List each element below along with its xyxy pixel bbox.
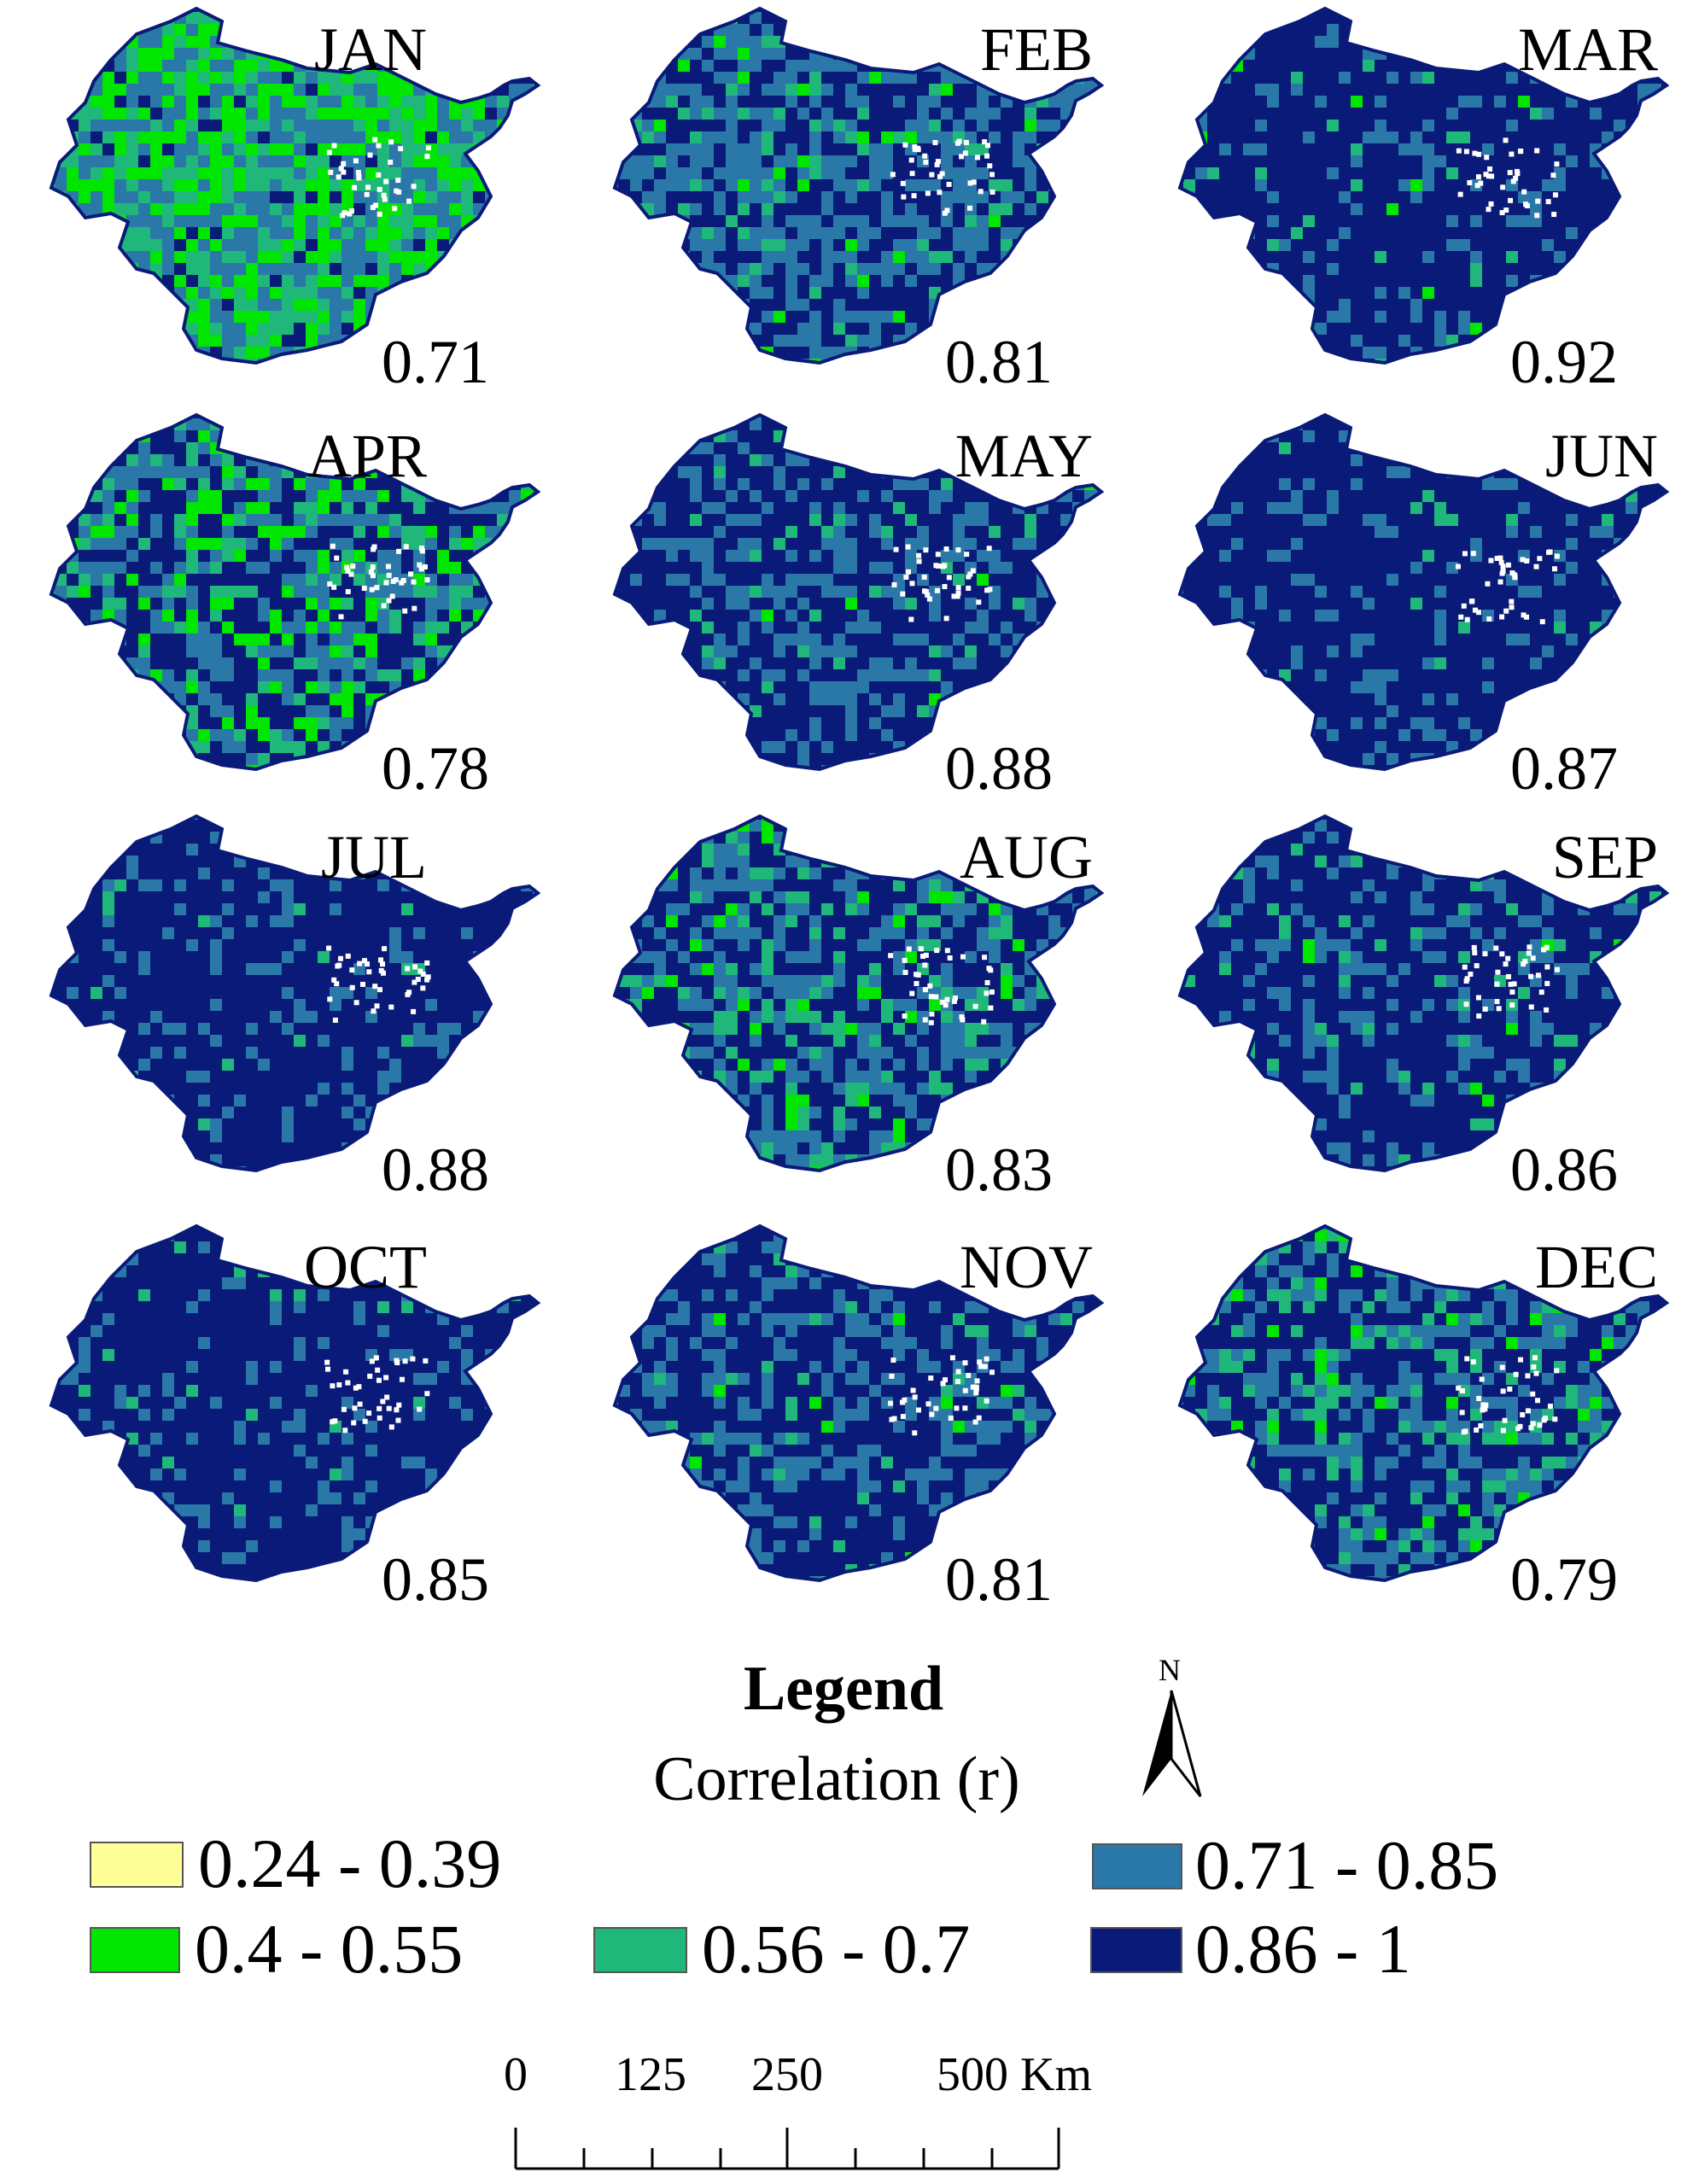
map-panel-sep: SEP 0.86 [1178,815,1668,1204]
correlation-value: 0.78 [382,734,489,803]
correlation-value: 0.71 [382,328,489,396]
correlation-value: 0.81 [945,328,1053,396]
correlation-value: 0.88 [945,734,1053,803]
scale-label-500: 500 Km [937,2048,1092,2101]
month-label: APR [307,422,427,490]
map-panel-dec: DEC 0.79 [1178,1224,1668,1614]
month-label: AUG [960,823,1093,891]
north-label: N [1159,1653,1181,1687]
month-label: JUN [1545,422,1658,490]
month-label: NOV [960,1233,1093,1301]
legend-label-4: 0.86 - 1 [1195,1910,1411,1988]
correlation-value: 0.81 [945,1545,1053,1614]
map-panel-may: MAY 0.88 [613,413,1103,803]
scale-label-250: 250 [751,2048,823,2101]
legend-label-2: 0.56 - 0.7 [702,1910,970,1988]
month-label: JAN [314,15,427,84]
legend-label-1: 0.4 - 0.55 [195,1910,463,1988]
north-arrow-icon: N [1142,1653,1202,1797]
legend-swatch-0 [90,1842,184,1888]
month-label: FEB [980,15,1093,84]
legend-swatch-3 [1092,1843,1182,1889]
correlation-value: 0.79 [1510,1545,1618,1614]
legend-swatch-1 [90,1927,180,1973]
month-label: DEC [1535,1233,1658,1301]
map-panel-apr: APR 0.78 [50,413,540,803]
legend-title: Legend [744,1654,943,1724]
scale-bar: 0 125 250 500 Km [504,2048,1092,2170]
scale-label-125: 125 [615,2048,686,2101]
legend-label-3: 0.71 - 0.85 [1195,1826,1498,1904]
map-panel-mar: MAR 0.92 [1178,7,1668,396]
map-panel-oct: OCT 0.85 [50,1224,540,1614]
correlation-value: 0.87 [1510,734,1618,803]
correlation-value: 0.86 [1510,1136,1618,1204]
map-panel-aug: AUG 0.83 [613,815,1103,1204]
correlation-value: 0.85 [382,1545,489,1614]
month-label: SEP [1552,823,1658,891]
legend-swatch-4 [1090,1927,1182,1973]
correlation-value: 0.88 [382,1136,489,1204]
scale-label-0: 0 [504,2048,528,2101]
correlation-value: 0.83 [945,1136,1053,1204]
legend-label-0: 0.24 - 0.39 [198,1825,501,1902]
legend-swatch-2 [593,1927,687,1973]
correlation-value: 0.92 [1510,328,1618,396]
legend-subtitle: Correlation (r) [653,1744,1019,1814]
map-panel-jan: JAN 0.71 [50,7,540,396]
month-label: MAY [955,422,1093,490]
month-label: JUL [321,823,427,891]
month-label: OCT [304,1233,427,1301]
month-label: MAR [1518,15,1658,84]
map-panel-nov: NOV 0.81 [613,1224,1103,1614]
map-panel-jun: JUN 0.87 [1178,413,1668,803]
map-panel-feb: FEB 0.81 [613,7,1103,396]
map-panel-jul: JUL 0.88 [50,815,540,1204]
